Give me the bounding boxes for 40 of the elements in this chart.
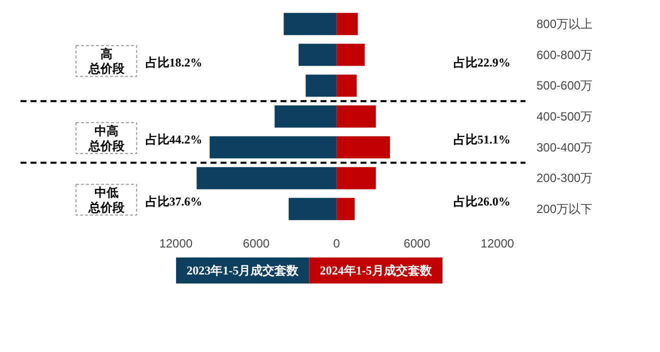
x-tick-label: 12000 [480, 236, 514, 250]
text: 2024年1-5月成交套数 [320, 264, 433, 278]
x-tick-label: 0 [333, 236, 340, 250]
text: 2023年1-5月成交套数 [186, 264, 300, 278]
annotation: 占比44.2% [145, 132, 202, 147]
annotation: 占比37.6% [145, 194, 202, 208]
y-tick-label: 300-400万 [536, 140, 593, 154]
bar [210, 136, 337, 158]
bar [336, 136, 390, 158]
x-tick-label: 6000 [404, 236, 431, 250]
annotation: 高 [100, 46, 112, 61]
bar [336, 198, 355, 220]
bar [336, 74, 357, 97]
y-tick-label: 500-600万 [536, 78, 593, 93]
y-tick-label: 400-500万 [536, 110, 593, 124]
annotation: 占比51.1% [453, 132, 510, 147]
annotation: 占比18.2% [145, 56, 202, 70]
bar [196, 167, 337, 190]
x-tick-label: 6000 [242, 236, 270, 250]
bar [336, 105, 376, 128]
annotation: 占比22.9% [453, 56, 510, 70]
bar [306, 74, 337, 97]
bar [274, 105, 337, 128]
bar [336, 12, 358, 36]
x-tick-label: 12000 [159, 236, 193, 250]
y-tick-label: 600-800万 [536, 48, 593, 62]
annotation: 占比26.0% [453, 194, 510, 208]
bar [336, 167, 376, 190]
y-tick-label: 200万以下 [536, 202, 593, 216]
bar [298, 44, 337, 66]
bar [336, 44, 365, 66]
y-tick-label: 800万以上 [536, 17, 593, 31]
y-tick-label: 200-300万 [536, 171, 593, 186]
annotation: 中高 [94, 124, 118, 138]
bar [284, 12, 337, 36]
annotation: 中低 [94, 186, 118, 200]
annotation: 总价段 [87, 138, 126, 153]
annotation: 总价段 [87, 62, 126, 76]
bar [288, 198, 337, 220]
annotation: 总价段 [87, 200, 126, 214]
